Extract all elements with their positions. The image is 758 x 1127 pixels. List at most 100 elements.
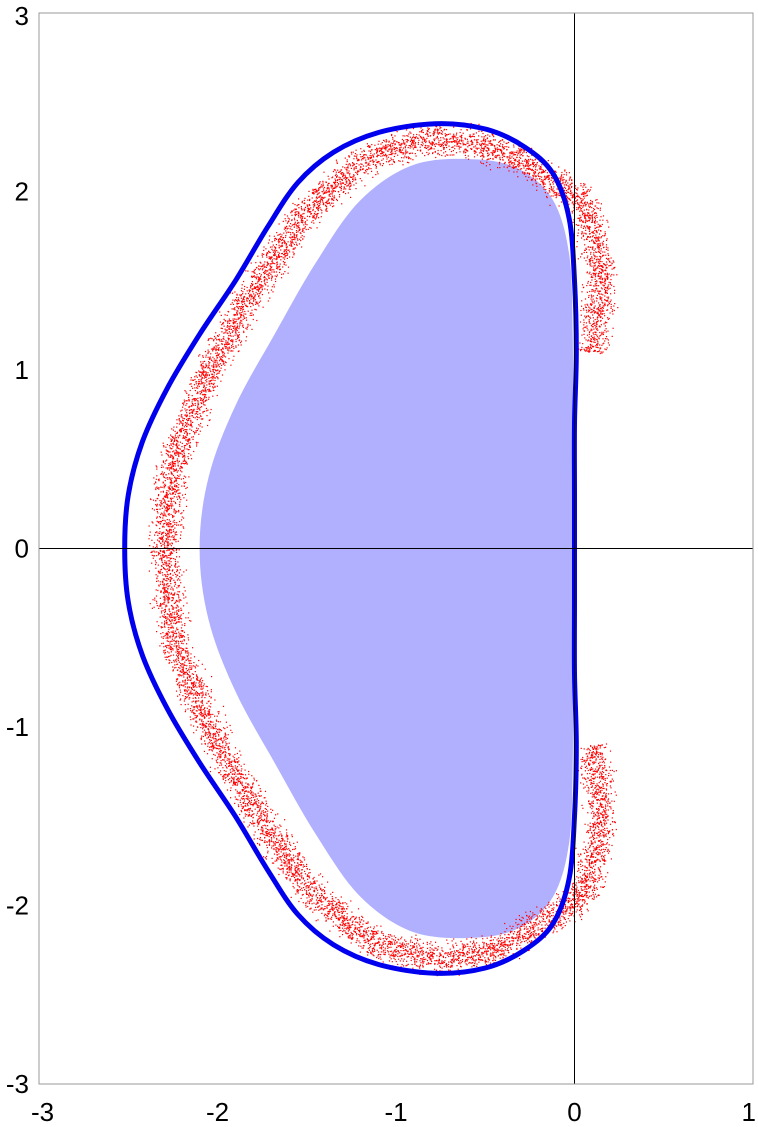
- scatter-point: [610, 307, 612, 309]
- scatter-point: [598, 285, 600, 287]
- scatter-point: [177, 464, 179, 466]
- scatter-point: [283, 249, 285, 251]
- scatter-point: [304, 226, 306, 228]
- scatter-point: [607, 305, 609, 307]
- scatter-point: [598, 308, 600, 310]
- scatter-point: [170, 434, 172, 436]
- scatter-point: [259, 283, 261, 285]
- scatter-point: [348, 155, 350, 157]
- scatter-point: [192, 379, 194, 381]
- scatter-point: [582, 221, 584, 223]
- scatter-point: [276, 265, 278, 268]
- scatter-point: [302, 221, 304, 223]
- scatter-point: [582, 206, 584, 208]
- scatter-point: [588, 273, 590, 275]
- scatter-point: [481, 162, 483, 164]
- scatter-point: [524, 158, 526, 160]
- scatter-point: [462, 132, 464, 134]
- scatter-point: [167, 508, 169, 510]
- scatter-point: [302, 216, 304, 218]
- scatter-point: [239, 294, 241, 296]
- scatter-point: [440, 143, 442, 145]
- scatter-point: [528, 160, 530, 162]
- scatter-point: [580, 256, 582, 258]
- scatter-point: [424, 139, 426, 141]
- scatter-point: [218, 338, 220, 340]
- scatter-point: [312, 220, 314, 222]
- scatter-point: [308, 195, 310, 197]
- scatter-point: [527, 162, 529, 164]
- scatter-point: [593, 265, 595, 267]
- scatter-point: [391, 159, 393, 161]
- scatter-point: [581, 237, 583, 239]
- scatter-point: [213, 358, 215, 360]
- scatter-point: [575, 195, 577, 197]
- scatter-point: [242, 326, 244, 328]
- scatter-point: [163, 445, 165, 447]
- scatter-point: [176, 477, 178, 479]
- scatter-point: [594, 224, 596, 227]
- scatter-point: [482, 156, 484, 158]
- scatter-point: [222, 323, 224, 325]
- scatter-point: [353, 164, 355, 166]
- scatter-point: [462, 140, 464, 142]
- scatter-point: [243, 288, 245, 290]
- scatter-point: [155, 478, 157, 480]
- scatter-point: [514, 159, 516, 161]
- scatter-point: [183, 437, 186, 439]
- scatter-point: [596, 214, 598, 216]
- scatter-point: [606, 309, 608, 311]
- scatter-point: [506, 157, 508, 159]
- scatter-point: [594, 217, 596, 219]
- scatter-point: [231, 345, 233, 347]
- scatter-point: [174, 539, 176, 541]
- scatter-point: [402, 135, 404, 137]
- scatter-point: [355, 155, 357, 157]
- scatter-point: [520, 154, 523, 156]
- scatter-point: [266, 281, 268, 283]
- scatter-point: [425, 141, 427, 144]
- scatter-point: [352, 181, 354, 183]
- scatter-point: [165, 532, 167, 534]
- scatter-point: [393, 161, 395, 163]
- scatter-point: [393, 140, 395, 142]
- scatter-point: [237, 307, 240, 309]
- scatter-point: [186, 443, 188, 445]
- scatter-point: [387, 144, 389, 146]
- scatter-point: [231, 340, 233, 342]
- scatter-point: [227, 326, 229, 328]
- scatter-point: [316, 191, 318, 193]
- scatter-point: [586, 347, 588, 349]
- scatter-point: [585, 339, 587, 341]
- scatter-point: [436, 126, 438, 128]
- scatter-point: [525, 161, 528, 163]
- scatter-point: [543, 171, 545, 173]
- scatter-point: [606, 292, 608, 294]
- scatter-point: [158, 480, 160, 482]
- scatter-point: [338, 178, 340, 180]
- scatter-point: [180, 465, 182, 467]
- scatter-point: [212, 386, 214, 388]
- scatter-point: [598, 293, 600, 295]
- scatter-point: [563, 184, 565, 186]
- scatter-point: [219, 370, 221, 372]
- scatter-point: [473, 136, 475, 138]
- scatter-point: [606, 267, 608, 269]
- scatter-point: [518, 166, 520, 168]
- scatter-point: [232, 318, 234, 320]
- scatter-point: [609, 264, 611, 267]
- scatter-point: [235, 338, 237, 341]
- scatter-point: [310, 227, 312, 229]
- scatter-point: [539, 168, 541, 171]
- scatter-point: [443, 138, 445, 140]
- scatter-point: [444, 133, 446, 135]
- scatter-point: [454, 136, 456, 138]
- scatter-point: [174, 501, 176, 504]
- scatter-point: [183, 418, 186, 420]
- scatter-point: [276, 263, 279, 265]
- scatter-point: [239, 322, 241, 324]
- scatter-point: [569, 176, 572, 178]
- scatter-point: [545, 176, 547, 178]
- scatter-point: [579, 206, 581, 208]
- scatter-point: [243, 299, 245, 301]
